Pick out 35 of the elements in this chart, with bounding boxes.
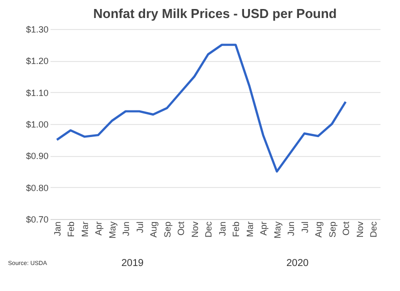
x-tick-label: Sep xyxy=(162,222,172,238)
x-tick-label: Jul xyxy=(300,222,310,234)
x-tick-label: Sep xyxy=(327,222,338,238)
x-tick-label: Feb xyxy=(66,222,76,238)
x-tick-label: Aug xyxy=(148,222,159,238)
text: 2019 xyxy=(121,258,144,269)
x-tick-label: Oct xyxy=(341,221,352,236)
x-tick-label: Dec xyxy=(368,221,379,238)
x-tick-label: Apr xyxy=(94,222,104,236)
line-series xyxy=(56,44,347,173)
x-tick-label: May xyxy=(107,221,118,239)
y-tick-label: $0.90 xyxy=(26,151,48,162)
x-tick-label: Nov xyxy=(190,221,200,238)
x-tick-label: Oct xyxy=(176,221,186,236)
x-tick-label: Jun xyxy=(286,222,296,236)
x-tick-label: Apr xyxy=(258,222,269,236)
chart-title: Nonfat dry Milk Prices - USD per Pound xyxy=(93,6,337,21)
x-tick-label: Jan xyxy=(217,222,228,236)
y-tick-label: $1.20 xyxy=(26,56,48,66)
x-tick-label: Mar xyxy=(80,222,90,237)
y-tick-label: $1.10 xyxy=(26,88,48,98)
x-tick-label: Jun xyxy=(121,222,132,236)
x-tick-label: Feb xyxy=(231,222,242,238)
y-tick-label: $0.80 xyxy=(26,182,48,193)
x-tick-label: Dec xyxy=(204,221,214,238)
x-tick-label: Mar xyxy=(244,222,255,237)
x-tick-label: Jul xyxy=(134,222,145,234)
x-tick-label: Aug xyxy=(314,222,324,238)
y-tick-label: $1.30 xyxy=(26,24,48,34)
y-tick-label: $0.70 xyxy=(26,214,48,224)
x-tick-label: Jan xyxy=(52,222,62,236)
text: 2020 xyxy=(286,258,310,269)
x-tick-label: Nov xyxy=(354,221,365,238)
y-tick-label: $1.00 xyxy=(26,120,48,130)
x-tick-label: May xyxy=(272,221,282,239)
